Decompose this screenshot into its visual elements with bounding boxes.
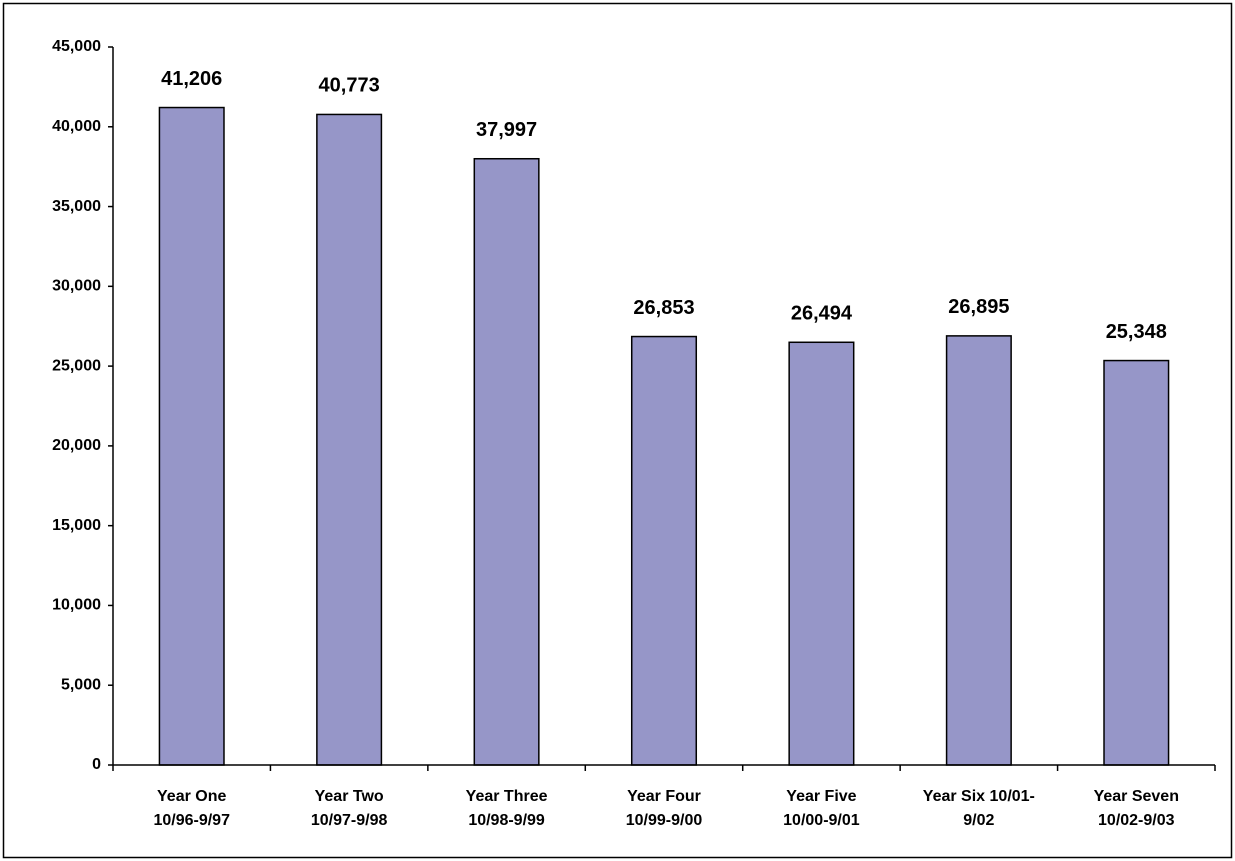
value-label: 40,773	[319, 75, 380, 97]
y-tick-label: 5,000	[61, 676, 101, 693]
bar	[1103, 359, 1170, 766]
y-tick-label: 25,000	[52, 357, 101, 374]
y-tick-label: 0	[92, 756, 101, 773]
x-tick-label: Year Six 10/01-	[923, 788, 1035, 805]
x-tick-label: 10/97-9/98	[311, 812, 388, 829]
y-tick-label: 30,000	[52, 278, 101, 295]
x-tick-label: 10/99-9/00	[626, 812, 703, 829]
x-tick-label: Year One	[157, 788, 226, 805]
y-tick-label: 15,000	[52, 517, 101, 534]
x-tick-label: Year Seven	[1094, 788, 1179, 805]
bar	[788, 341, 855, 766]
x-tick-label: 10/98-9/99	[468, 812, 545, 829]
x-tick-label: Year Four	[627, 788, 701, 805]
x-tick-label: Year Five	[786, 788, 856, 805]
x-tick-label: 10/00-9/01	[783, 812, 860, 829]
x-tick-label: Year Two	[315, 788, 384, 805]
x-tick-label: 9/02	[963, 812, 994, 829]
bar	[316, 113, 383, 766]
bar	[473, 157, 540, 766]
bar	[945, 335, 1012, 766]
y-tick-label: 20,000	[52, 437, 101, 454]
value-label: 26,494	[791, 303, 853, 325]
y-tick-label: 40,000	[52, 118, 101, 135]
x-tick-label: 10/96-9/97	[153, 812, 230, 829]
value-label: 37,997	[476, 119, 537, 141]
bar	[158, 106, 225, 766]
bar	[630, 335, 698, 766]
value-label: 41,206	[161, 68, 222, 90]
y-tick-label: 35,000	[52, 198, 101, 215]
value-label: 26,853	[633, 297, 694, 319]
value-label: 25,348	[1106, 321, 1167, 343]
y-tick-label: 45,000	[52, 38, 101, 55]
value-label: 26,895	[948, 296, 1009, 318]
x-tick-label: 10/02-9/03	[1098, 812, 1175, 829]
y-tick-label: 10,000	[52, 597, 101, 614]
x-tick-label: Year Three	[466, 788, 548, 805]
